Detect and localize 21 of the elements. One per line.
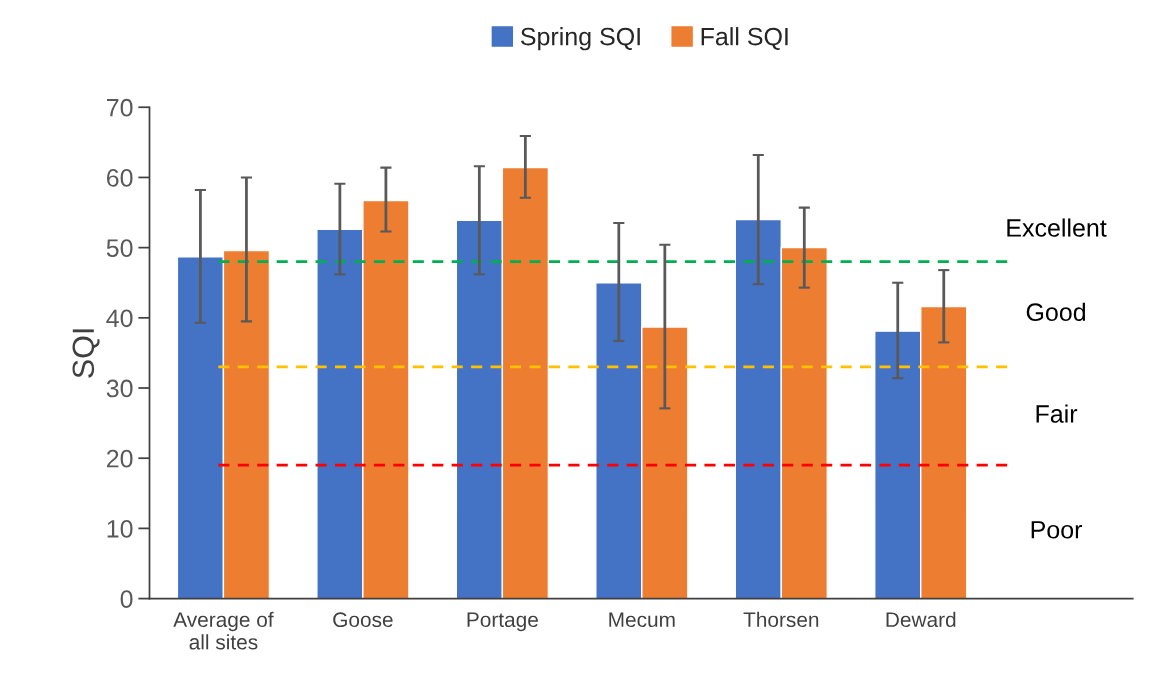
text: Poor (1031, 521, 1083, 539)
y-tick-label: 0 (120, 590, 133, 608)
x-tick-label: Mecum (609, 612, 675, 628)
y-tick-label: 40 (106, 309, 133, 328)
y-tick-label: 50 (106, 239, 133, 257)
y-tick-label: 20 (106, 449, 133, 468)
y-tick-label: 10 (107, 519, 133, 538)
legend-label: Spring SQI (520, 27, 640, 51)
y-axis-title: SQI (72, 329, 100, 378)
x-tick-label: Thorsen (743, 611, 819, 628)
y-tick-label: 60 (106, 169, 133, 187)
x-tick-label: Deward (886, 611, 956, 628)
y-tick-label: 30 (106, 379, 133, 398)
text: Fair (1036, 404, 1078, 423)
x-tick-label: Goose (333, 612, 393, 628)
x-tick-label: Portage (467, 612, 538, 632)
legend-label: Fall SQI (701, 27, 788, 50)
annotation: Excellent (1007, 218, 1107, 237)
x-tick-label: Average of all sites (173, 611, 274, 650)
y-tick-label: 70 (107, 98, 133, 117)
text: Good (1026, 302, 1086, 322)
